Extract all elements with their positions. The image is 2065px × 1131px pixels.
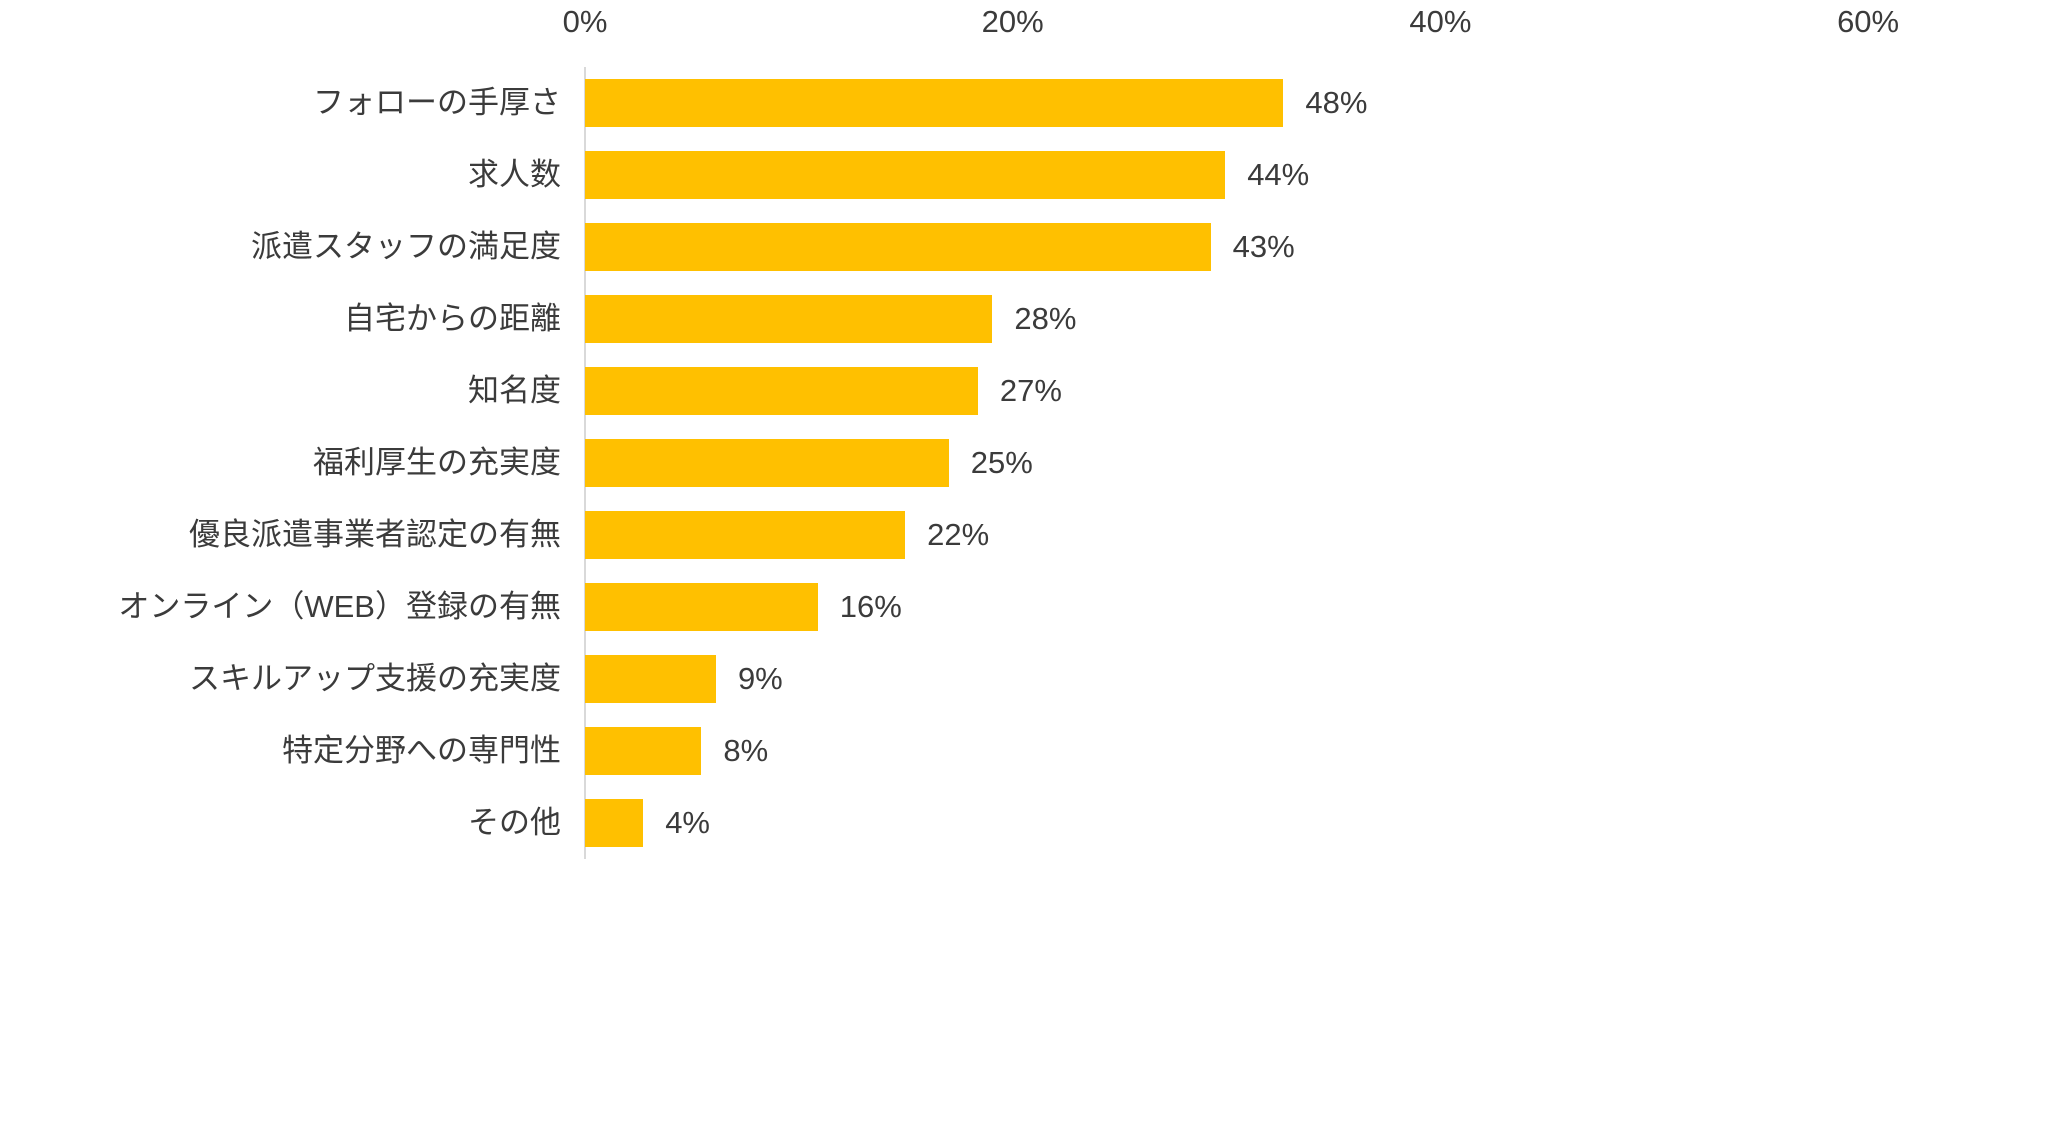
value-label: 22%	[927, 517, 990, 552]
value-label: 27%	[999, 373, 1062, 408]
bar-row: 特定分野への専門性 8%	[0, 715, 2065, 787]
value-label: 44%	[1247, 157, 1310, 192]
category-label: スキルアップ支援の充実度	[189, 661, 561, 696]
bar	[585, 367, 978, 415]
bar-row: 自宅からの距離 28%	[0, 283, 2065, 355]
bar-row: 福利厚生の充実度 25%	[0, 427, 2065, 499]
bar-row: スキルアップ支援の充実度 9%	[0, 643, 2065, 715]
x-axis-ticks: 0% 20% 40% 60%	[0, 2, 2065, 46]
value-label: 8%	[723, 733, 769, 768]
bar	[585, 439, 949, 487]
bar-row: オンライン（WEB）登録の有無 16%	[0, 571, 2065, 643]
category-label: フォローの手厚さ	[313, 85, 561, 120]
category-label: 特定分野への専門性	[282, 733, 561, 768]
value-label: 48%	[1305, 85, 1368, 120]
bar-row: 知名度 27%	[0, 355, 2065, 427]
category-label: 福利厚生の充実度	[313, 445, 561, 480]
category-label: 知名度	[468, 373, 561, 408]
bar-row: 優良派遣事業者認定の有無 22%	[0, 499, 2065, 571]
category-label: 派遣スタッフの満足度	[251, 229, 561, 264]
x-axis-tick-label: 0%	[562, 4, 608, 39]
bar	[585, 727, 702, 775]
category-label: 優良派遣事業者認定の有無	[189, 517, 561, 552]
bar-row: その他 4%	[0, 787, 2065, 859]
bar-rows: フォローの手厚さ 48% 求人数 44% 派遣スタッフの満足度 43% 自宅からの距離 28%…	[0, 67, 2065, 859]
value-label: 28%	[1014, 301, 1077, 336]
value-label: 9%	[737, 661, 783, 696]
value-label: 4%	[665, 805, 710, 840]
category-label: その他	[468, 805, 561, 840]
value-label: 16%	[839, 589, 902, 624]
bar	[585, 583, 818, 631]
value-label: 25%	[970, 445, 1033, 480]
bar	[585, 151, 1226, 199]
bar	[585, 655, 716, 703]
x-axis-tick-label: 40%	[1409, 4, 1472, 39]
category-label: 自宅からの距離	[344, 301, 561, 336]
bar	[585, 511, 906, 559]
category-label: オンライン（WEB）登録の有無	[118, 589, 561, 624]
value-label: 43%	[1232, 229, 1295, 264]
bar-row: フォローの手厚さ 48%	[0, 67, 2065, 139]
bar	[585, 79, 1284, 127]
bar	[585, 295, 993, 343]
bar	[585, 799, 644, 847]
bar	[585, 223, 1211, 271]
bar-row: 求人数 44%	[0, 139, 2065, 211]
x-axis-tick-label: 20%	[981, 4, 1044, 39]
bar-row: 派遣スタッフの満足度 43%	[0, 211, 2065, 283]
category-label: 求人数	[468, 157, 561, 192]
x-axis-tick-label: 60%	[1837, 4, 1900, 39]
